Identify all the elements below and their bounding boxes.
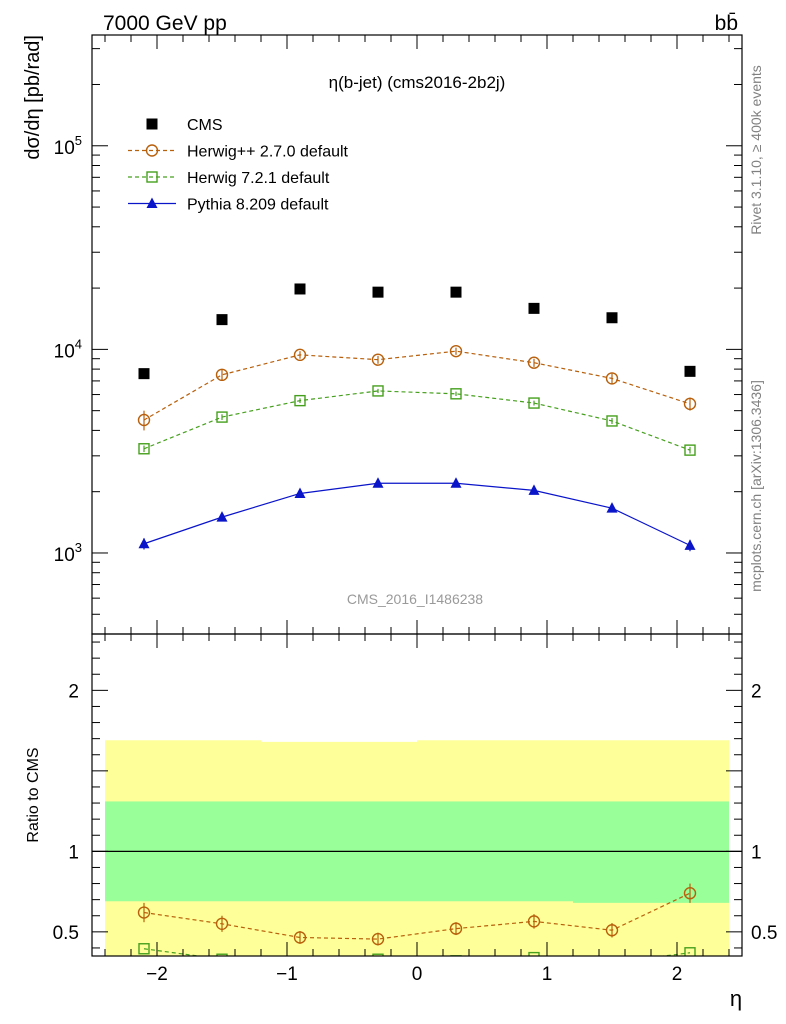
data-point — [450, 477, 462, 488]
data-point — [372, 286, 384, 298]
data-point — [138, 943, 150, 955]
data-point — [216, 953, 228, 956]
legend: CMS Herwig++ 2.7.0 default Herwig 7.2.1 de… — [128, 117, 349, 214]
y-tick-label: 0.5 — [53, 923, 79, 944]
process-label: bb̄ — [715, 12, 738, 35]
energy-label: 7000 GeV pp — [103, 12, 227, 35]
legend-label: Pythia 8.209 default — [187, 197, 329, 214]
series-herwig-2-7-0-default — [137, 344, 697, 431]
data-point — [606, 502, 618, 513]
data-point — [294, 487, 306, 498]
data-point — [606, 312, 618, 324]
data-point — [683, 397, 697, 411]
legend-marker — [146, 197, 158, 208]
data-point — [684, 444, 696, 456]
series-line — [143, 350, 691, 421]
y-tick-label: 103 — [54, 540, 82, 566]
ratio-bands — [105, 740, 729, 956]
data-point — [372, 385, 384, 397]
legend-marker — [146, 171, 158, 183]
data-point — [684, 365, 696, 377]
main-panel: 103 104 105 dσ/dη [pb/rad] η(b-jet) (cms2016… — [22, 34, 743, 635]
data-point — [372, 477, 384, 488]
series-line — [143, 390, 691, 451]
data-point — [216, 314, 228, 326]
data-point — [684, 947, 696, 956]
legend-label: CMS — [187, 117, 223, 134]
data-point — [528, 302, 540, 314]
data-point — [138, 537, 150, 549]
data-point — [216, 411, 228, 423]
data-point — [215, 368, 229, 382]
data-point — [371, 932, 385, 946]
y-tick-label: 2 — [68, 681, 79, 702]
data-point — [605, 924, 619, 937]
chart-title: η(b-jet) (cms2016-2b2j) — [329, 73, 506, 92]
data-point — [528, 397, 540, 409]
legend-marker — [145, 144, 159, 157]
data-point — [528, 951, 540, 956]
series-line — [143, 892, 691, 940]
data-point — [450, 955, 462, 956]
data-point — [371, 353, 385, 366]
data-point — [607, 957, 617, 967]
data-point — [372, 953, 384, 956]
rivet-label: Rivet 3.1.10, ≥ 400k events — [748, 65, 764, 235]
x-tick-label: 2 — [672, 964, 683, 985]
y-tick-label: 1 — [68, 842, 79, 863]
y-tick-label-right: 2 — [751, 681, 762, 702]
data-point — [293, 931, 307, 944]
data-point — [294, 283, 306, 295]
legend-marker — [146, 118, 158, 130]
inner-uncertainty-band — [573, 801, 729, 903]
data-point — [138, 443, 150, 455]
y-tick-label: 105 — [54, 133, 82, 159]
legend-label: Herwig 7.2.1 default — [187, 170, 330, 187]
data-point — [294, 394, 306, 407]
mcplots-label: mcplots.cern.ch [arXiv:1306.3436] — [748, 380, 764, 592]
data-point — [527, 356, 541, 369]
data-point — [683, 887, 697, 900]
data-point — [450, 388, 462, 400]
y-axis-label: dσ/dη [pb/rad] — [22, 35, 44, 160]
analysis-watermark: CMS_2016_I1486238 — [347, 591, 483, 607]
ratio-y-axis-label: Ratio to CMS — [25, 747, 42, 842]
x-axis-label: η — [730, 986, 742, 1011]
y-tick-label-right: 1 — [751, 842, 762, 863]
data-point — [138, 368, 150, 380]
data-point — [449, 922, 463, 935]
series-herwig-2-7-0-default — [137, 883, 697, 946]
data-point — [684, 539, 696, 550]
x-tick-label: −1 — [276, 964, 298, 985]
x-tick-label: 0 — [412, 964, 423, 985]
series-line — [143, 482, 691, 546]
data-point — [216, 511, 228, 522]
data-point — [293, 348, 307, 362]
x-tick-label: 1 — [542, 964, 553, 985]
data-point — [528, 484, 540, 495]
y-tick-label: 104 — [54, 336, 82, 362]
x-tick-label: −2 — [146, 964, 168, 985]
data-point — [449, 344, 463, 358]
data-point — [605, 372, 619, 385]
data-point — [137, 413, 151, 427]
data-point — [137, 906, 151, 919]
ratio-panel: −2 −1 0 1 2 η 0.5 0.5 1 1 2 2 Ratio to CMS — [25, 633, 777, 1011]
data-point — [606, 415, 618, 427]
legend-label: Herwig++ 2.7.0 default — [187, 144, 349, 161]
series-pythia-8-209-default — [138, 477, 696, 552]
data-point — [527, 915, 541, 928]
series-cms — [138, 283, 696, 380]
data-point — [215, 917, 229, 930]
series-herwig-7-2-1-default — [138, 385, 696, 456]
data-point — [450, 286, 462, 298]
y-tick-label-right: 0.5 — [751, 923, 777, 944]
